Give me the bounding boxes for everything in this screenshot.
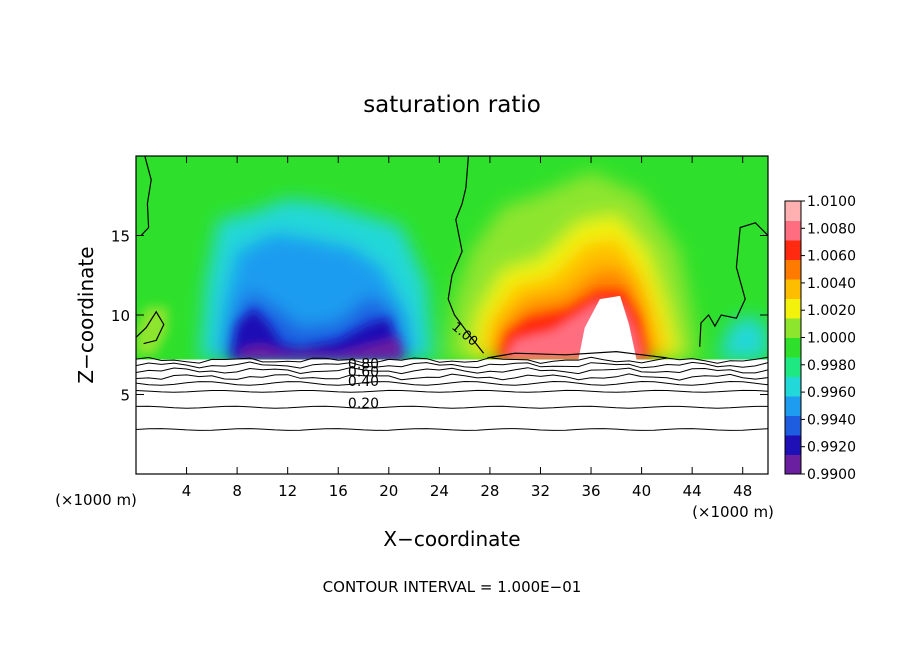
colorbar-swatch (785, 415, 801, 436)
supersaturation-core (578, 295, 637, 360)
contour-line (136, 373, 768, 381)
contour-line (136, 389, 768, 393)
colorbar-swatch (785, 259, 801, 280)
contour-line (699, 222, 768, 347)
colorbar-label: 1.0080 (807, 221, 856, 237)
colorbar-label: 1.0040 (807, 276, 856, 292)
colorbar-swatch (785, 279, 801, 299)
x-tick-label: 24 (430, 482, 449, 500)
colorbar-label: 1.0020 (807, 303, 856, 319)
contour-line (140, 156, 152, 236)
contour-line (136, 366, 768, 375)
contour-line (136, 405, 768, 409)
colorbar-swatch (785, 357, 801, 377)
contour-line (136, 361, 768, 369)
colorbar: 1.0100 1.0080 1.0060 1.0040 1.0020 1.0000 0.99… (784, 194, 856, 483)
contour-label: 0.20 (348, 396, 379, 412)
x-tick-label: 40 (632, 482, 651, 500)
x-axis-label: X−coordinate (383, 527, 520, 551)
contour-line (136, 380, 768, 386)
contour-label: 0.40 (348, 374, 379, 390)
colorbar-label: 0.9920 (807, 440, 856, 456)
y-tick-label: 5 (120, 387, 130, 405)
x-tick-label: 12 (278, 482, 297, 500)
colorbar-label: 1.0060 (807, 249, 856, 265)
contour-line (136, 310, 165, 345)
field-detail (136, 307, 168, 355)
colorbar-label: 1.0100 (807, 194, 856, 210)
x-tick-label: 28 (480, 482, 499, 500)
colorbar-label: 0.9940 (807, 412, 856, 428)
colorbar-label: 0.9960 (807, 385, 856, 401)
contour-label: 0.60 (348, 364, 379, 380)
field-band (717, 315, 768, 360)
y-tick-label: 10 (111, 307, 130, 325)
x-tick-label: 8 (232, 482, 242, 500)
y-axis-label: Z−coordinate (74, 246, 98, 383)
colorbar-swatch (785, 454, 801, 475)
colorbar-swatch (785, 435, 801, 455)
colorbar-swatch (785, 396, 801, 416)
x-tick-label: 32 (531, 482, 550, 500)
x-unit-right: (×1000 m) (692, 503, 774, 521)
contour-line (136, 428, 768, 431)
y-axis-ticks: 5 10 15 (111, 228, 768, 405)
saturation-field (136, 156, 768, 474)
colorbar-label: 1.0000 (807, 331, 856, 347)
x-tick-label: 20 (379, 482, 398, 500)
contour-label: 0.80 (348, 356, 379, 372)
contour-interval-note: CONTOUR INTERVAL = 1.000E−01 (323, 578, 582, 596)
x-tick-label: 36 (581, 482, 600, 500)
contour-line (136, 356, 768, 364)
x-tick-label: 4 (182, 482, 192, 500)
x-unit-left: (×1000 m) (55, 491, 137, 509)
contour-line (447, 156, 485, 354)
colorbar-swatch (785, 298, 801, 319)
colorbar-label: 0.9900 (807, 467, 856, 483)
plot-area: 0.800.600.400.201.00 (136, 156, 768, 474)
colorbar-swatch (785, 201, 801, 221)
field-detail (237, 337, 404, 360)
y-tick-label: 15 (111, 228, 130, 246)
colorbar-swatch (785, 220, 801, 241)
colorbar-swatch (785, 337, 801, 358)
colorbar-swatch (785, 376, 801, 397)
x-tick-label: 44 (683, 482, 702, 500)
chart-title: saturation ratio (363, 92, 541, 118)
x-axis-ticks: 4 8 12 16 20 24 28 32 36 40 44 48 (182, 156, 752, 500)
colorbar-swatch (785, 318, 801, 338)
contour-line (487, 350, 667, 359)
field-detail (230, 308, 402, 360)
x-tick-label: 48 (733, 482, 752, 500)
surface-region (136, 359, 768, 474)
colorbar-swatch (785, 240, 801, 260)
colorbar-label: 0.9980 (807, 358, 856, 374)
x-tick-label: 16 (329, 482, 348, 500)
